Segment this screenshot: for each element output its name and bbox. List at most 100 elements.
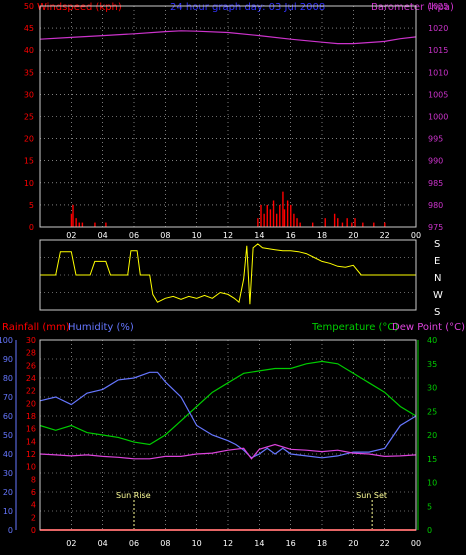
compass-label-w: W xyxy=(433,290,443,301)
windspeed-bar xyxy=(362,222,364,227)
windspeed-bar xyxy=(269,209,272,227)
barometer-tick-label: 1020 xyxy=(428,24,448,33)
rainfall-tick-label: 30 xyxy=(26,336,36,345)
windspeed-bar xyxy=(275,213,278,227)
windspeed-bar xyxy=(324,218,326,227)
sunrise-label: Sun Rise xyxy=(116,491,151,500)
bottom-x-axis-ticks: 02 04 06 08 10 12 14 16 18 20 22 00 xyxy=(66,539,421,548)
humidity-tick-label: 30 xyxy=(3,469,13,478)
top-x-axis-ticks: 02 04 06 08 10 12 14 16 18 20 22 00 xyxy=(66,231,421,240)
windspeed-bar xyxy=(290,204,292,227)
windspeed-tick-label: 45 xyxy=(24,24,34,33)
top-panel-grid xyxy=(40,5,417,228)
barometer-tick-label: 1005 xyxy=(428,90,448,99)
rainfall-axis-title: Rainfall (mm) xyxy=(2,322,70,333)
humidity-tick-label: 80 xyxy=(3,374,13,383)
windspeed-tick-label: 25 xyxy=(24,113,34,122)
humidity-tick-label: 0 xyxy=(8,526,13,535)
bottom-x-tick-label: 22 xyxy=(380,539,390,548)
rainfall-tick-label: 22 xyxy=(26,387,36,396)
bottom-x-tick-label: 20 xyxy=(348,539,358,548)
bottom-x-tick-label: 18 xyxy=(317,539,327,548)
compass-label-n: N xyxy=(434,273,441,284)
bottom-x-tick-label: 14 xyxy=(254,539,264,548)
top-x-tick-label: 14 xyxy=(254,231,264,240)
windspeed-bar xyxy=(293,213,295,227)
windspeed-axis-title: Windspeed (kph) xyxy=(37,2,122,13)
windspeed-bar xyxy=(354,218,356,227)
compass-labels: S E N W S xyxy=(433,239,443,318)
top-x-tick-label: 08 xyxy=(160,231,170,240)
rainfall-tick-label: 8 xyxy=(31,475,36,484)
rainfall-tick-label: 10 xyxy=(26,463,36,472)
windspeed-bar xyxy=(333,213,336,227)
bottom-x-tick-label: 08 xyxy=(160,539,170,548)
barometer-axis-ticks: 975 980 985 990 995 1000 1005 1010 1015 1020 1025 xyxy=(428,2,448,232)
windspeed-bar xyxy=(266,204,268,227)
compass-label-s-bottom: S xyxy=(434,307,440,318)
humidity-axis-ticks: 0 10 20 30 40 50 60 70 80 90 100 xyxy=(0,336,13,535)
windspeed-bar xyxy=(296,218,298,227)
wind-direction-grid xyxy=(40,257,416,293)
barometer-tick-label: 1010 xyxy=(428,68,448,77)
windspeed-bar xyxy=(351,222,353,227)
humidity-tick-label: 100 xyxy=(0,336,13,345)
windspeed-bar xyxy=(373,222,375,227)
compass-label-e: E xyxy=(434,256,440,267)
windspeed-axis-ticks: 0 5 10 15 20 25 30 35 40 45 50 xyxy=(24,2,34,232)
top-panel-frame xyxy=(39,5,417,228)
windspeed-bar xyxy=(346,218,348,227)
temperature-tick-label: 10 xyxy=(427,479,437,488)
temperature-tick-label: 15 xyxy=(427,455,437,464)
windspeed-bar xyxy=(257,218,259,227)
rainfall-tick-label: 18 xyxy=(26,412,36,421)
temperature-tick-label: 0 xyxy=(427,526,432,535)
barometer-tick-label: 1000 xyxy=(428,113,448,122)
windspeed-bar xyxy=(105,222,107,227)
temperature-tick-label: 5 xyxy=(427,502,432,511)
chart-title: 24 hour graph day: 03 Jul 2008 xyxy=(170,2,325,13)
rainfall-tick-label: 26 xyxy=(26,361,36,370)
temperature-tick-label: 40 xyxy=(427,336,437,345)
barometer-axis-title: Barometer (hpa) xyxy=(371,2,454,13)
sunset-label: Sun Set xyxy=(356,491,387,500)
humidity-tick-label: 10 xyxy=(3,507,13,516)
windspeed-bar xyxy=(78,222,80,227)
bottom-x-tick-label: 00 xyxy=(411,539,421,548)
windspeed-tick-label: 15 xyxy=(24,157,34,166)
barometer-tick-label: 985 xyxy=(428,179,443,188)
windspeed-bar xyxy=(337,218,339,227)
bottom-x-tick-label: 10 xyxy=(192,539,202,548)
windspeed-bar xyxy=(72,204,74,227)
rainfall-tick-label: 0 xyxy=(31,526,36,535)
rainfall-tick-label: 16 xyxy=(26,425,36,434)
barometer-tick-label: 1025 xyxy=(428,2,448,11)
top-x-tick-label: 16 xyxy=(286,231,296,240)
humidity-axis-title: Humidity (%) xyxy=(68,322,134,333)
humidity-tick-label: 90 xyxy=(3,355,13,364)
rainfall-tick-label: 20 xyxy=(26,399,36,408)
top-x-tick-label: 12 xyxy=(223,231,233,240)
windspeed-bar xyxy=(272,200,275,227)
windspeed-tick-label: 0 xyxy=(29,223,34,232)
top-x-tick-label: 04 xyxy=(98,231,108,240)
temperature-axis-ticks: 0 5 10 15 20 25 30 35 40 xyxy=(427,336,437,535)
temperature-tick-label: 25 xyxy=(427,407,437,416)
top-x-tick-label: 06 xyxy=(129,231,139,240)
windspeed-tick-label: 20 xyxy=(24,135,34,144)
dew-point-axis-title: Dew Point (°C) xyxy=(392,322,465,333)
humidity-tick-label: 40 xyxy=(3,450,13,459)
rainfall-tick-label: 12 xyxy=(26,450,36,459)
windspeed-bar xyxy=(312,222,314,227)
wind-direction-frame xyxy=(39,239,417,311)
windspeed-series xyxy=(70,191,386,227)
bottom-panel-frame xyxy=(39,339,417,531)
bottom-x-tick-label: 16 xyxy=(286,539,296,548)
top-x-tick-label: 00 xyxy=(411,231,421,240)
windspeed-bar xyxy=(81,222,84,227)
windspeed-bar xyxy=(75,218,77,227)
temperature-tick-label: 30 xyxy=(427,384,437,393)
barometer-tick-label: 990 xyxy=(428,157,443,166)
